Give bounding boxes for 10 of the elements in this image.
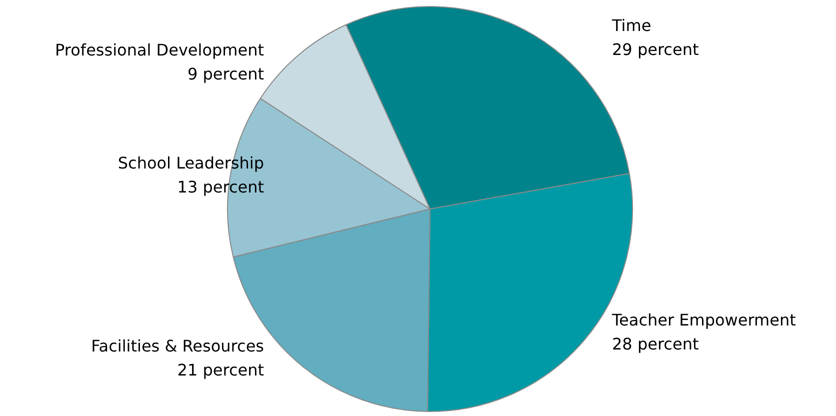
slice-label: Facilities & Resources	[91, 336, 264, 356]
slice-label: Time	[611, 16, 652, 35]
slice-label: School Leadership	[118, 154, 264, 173]
data-label: 28 percent	[612, 334, 699, 354]
data-label: 29 percent	[612, 40, 699, 59]
data-label: 21 percent	[177, 360, 264, 380]
slice-label: Teacher Empowerment	[611, 310, 796, 330]
slice-label: Professional Development	[55, 40, 264, 60]
data-label: 9 percent	[187, 64, 264, 84]
data-label: 13 percent	[177, 178, 264, 197]
